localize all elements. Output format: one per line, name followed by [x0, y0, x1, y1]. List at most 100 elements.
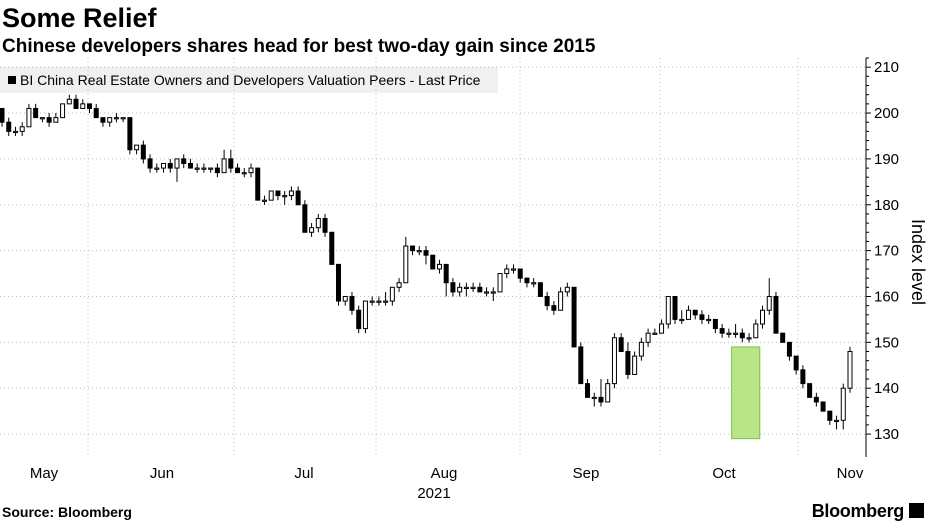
candle	[46, 113, 52, 127]
candle-body	[443, 263, 449, 284]
candle-body	[807, 383, 813, 398]
candle-body	[598, 396, 604, 403]
candle	[739, 328, 745, 343]
candle	[66, 94, 72, 105]
y-tick-label: 210	[874, 59, 899, 76]
candle	[430, 254, 436, 270]
candle	[127, 117, 133, 155]
candle-body	[187, 162, 193, 169]
candle	[376, 296, 382, 306]
candle	[369, 296, 375, 306]
candle	[410, 245, 416, 256]
candle-body	[336, 263, 342, 302]
candle-body	[800, 369, 806, 385]
candle	[275, 190, 281, 201]
candle-body	[571, 286, 577, 348]
candle	[497, 273, 503, 293]
candle-body	[66, 98, 72, 105]
candle-body	[39, 117, 45, 120]
candle-body	[235, 167, 241, 174]
candle	[773, 291, 779, 334]
candle-body	[692, 309, 698, 316]
candle	[712, 318, 718, 334]
bloomberg-logo: Bloomberg	[812, 500, 924, 522]
candle-body	[564, 286, 570, 293]
candle	[679, 310, 685, 324]
candle	[544, 291, 550, 311]
chart-title: Some Relief	[2, 3, 157, 33]
candle-body	[282, 195, 288, 198]
candle-body	[100, 117, 106, 123]
candle	[840, 383, 846, 430]
candle-body	[322, 218, 328, 233]
candle-body	[578, 346, 584, 385]
candle	[800, 365, 806, 389]
candle-body	[261, 199, 267, 202]
candle	[537, 282, 543, 297]
candle	[201, 163, 207, 173]
candle	[134, 144, 140, 155]
candle-body	[524, 277, 530, 284]
candle-body	[120, 117, 126, 120]
candle	[423, 246, 429, 265]
x-axis-ticks: May Jun Jul Aug Sep Oct Nov	[30, 465, 864, 482]
candle	[477, 282, 483, 293]
candle	[235, 163, 241, 174]
candle-body	[389, 286, 395, 302]
candle	[295, 186, 301, 206]
candle	[174, 158, 180, 182]
candle	[100, 117, 106, 127]
candle	[309, 223, 315, 237]
candle-body	[625, 351, 631, 375]
candle-body	[208, 167, 214, 170]
candle-body	[618, 337, 624, 353]
candle	[457, 282, 463, 297]
candle-body	[605, 383, 611, 403]
candle-body	[638, 341, 644, 357]
candle-body	[719, 328, 725, 334]
candle-body	[356, 309, 362, 330]
candle	[19, 122, 25, 136]
candle	[578, 342, 584, 385]
candle-body	[645, 332, 651, 343]
candle-body	[73, 98, 79, 109]
candle	[167, 158, 173, 173]
candle-body	[275, 190, 281, 197]
candle	[760, 305, 766, 329]
candle-body	[679, 318, 685, 322]
candle-body	[383, 300, 389, 303]
candle	[140, 140, 146, 164]
candle-body	[268, 190, 274, 201]
candle	[645, 328, 651, 347]
candle	[672, 295, 678, 324]
candle	[699, 310, 705, 324]
candle	[60, 103, 66, 119]
candle-body	[477, 286, 483, 293]
candle-body	[214, 167, 220, 174]
candle	[322, 213, 328, 237]
candle-body	[699, 314, 705, 320]
candle-body	[760, 309, 766, 325]
candle-body	[423, 250, 429, 256]
candle	[214, 163, 220, 178]
candle	[113, 113, 119, 123]
candle-body	[780, 332, 786, 343]
candle	[551, 301, 557, 315]
legend-swatch-icon	[8, 76, 16, 85]
source-note: Source: Bloomberg	[2, 504, 132, 520]
candle	[194, 163, 200, 173]
x-tick-label: Oct	[712, 465, 736, 482]
candle	[228, 149, 234, 173]
candle	[746, 333, 752, 343]
candle-body	[712, 318, 718, 330]
candle-body	[470, 286, 476, 290]
candle	[807, 383, 813, 398]
candle-body	[733, 332, 739, 335]
candle-body	[60, 103, 66, 119]
candle-body	[147, 158, 153, 169]
candle-body	[12, 130, 18, 134]
candle-body	[659, 323, 665, 334]
candle-body	[53, 117, 59, 123]
candle	[329, 231, 335, 265]
candle	[618, 333, 624, 353]
